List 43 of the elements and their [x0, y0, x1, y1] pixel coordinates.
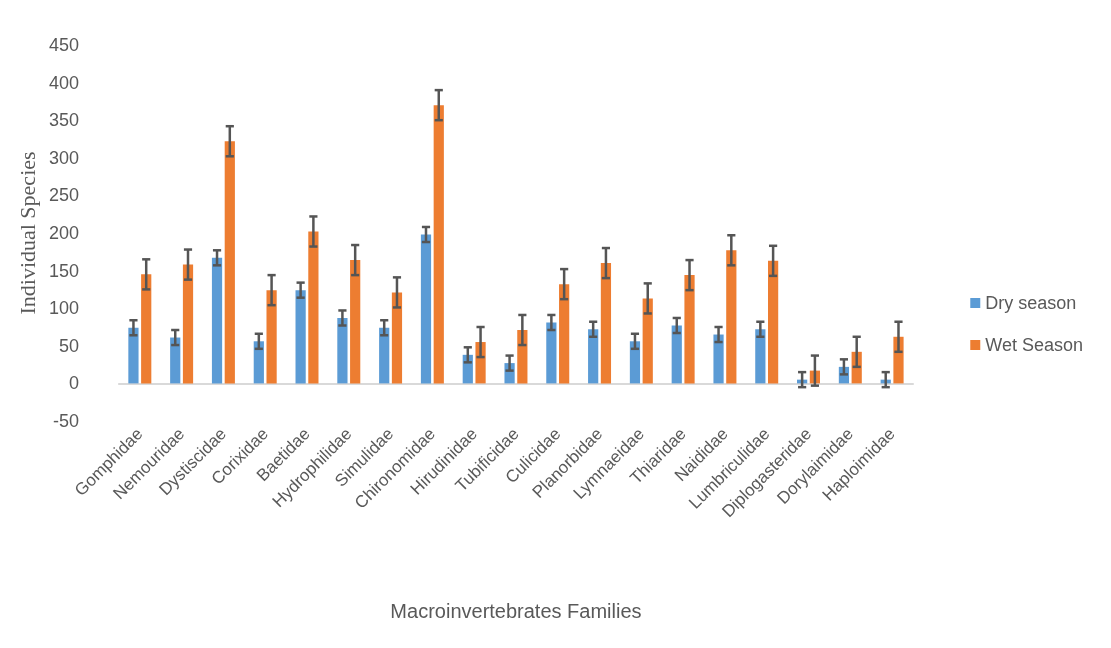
bar: [420, 234, 432, 384]
y-axis-title: Individual Species: [14, 151, 40, 315]
y-tick-label: 450: [48, 35, 79, 55]
y-tick-label: 150: [48, 260, 79, 281]
legend-label: Wet Season: [985, 335, 1084, 355]
bar: [546, 322, 557, 384]
y-tick-label: 200: [48, 223, 79, 243]
bar: [755, 329, 766, 384]
bar: [211, 257, 223, 384]
bar: [559, 284, 570, 384]
legend-label: Dry season: [985, 293, 1077, 313]
y-tick-label: 250: [48, 185, 79, 206]
bar: [141, 274, 152, 384]
bar: [713, 334, 724, 384]
y-tick-label: 350: [48, 110, 79, 131]
y-tick-label: 400: [48, 72, 79, 93]
bar: [308, 231, 319, 384]
y-tick-label: 0: [68, 373, 79, 394]
bar: [629, 341, 641, 384]
bar: [128, 327, 139, 384]
bar: [350, 260, 361, 384]
y-tick-label: 50: [58, 335, 79, 356]
x-axis-title: Macroinvertebrates Families: [390, 600, 642, 622]
bar: [433, 105, 444, 384]
y-tick-label: -50: [52, 411, 79, 431]
bar: [768, 260, 779, 384]
bar: [642, 298, 653, 384]
bar: [600, 263, 612, 384]
bar: [224, 141, 235, 384]
bar: [337, 317, 348, 384]
bar: [391, 292, 403, 384]
bar: [170, 337, 181, 384]
y-tick-label: 300: [48, 147, 79, 168]
bar: [671, 325, 682, 384]
bar: [182, 264, 194, 384]
y-tick-label: 100: [48, 298, 79, 319]
bar: [588, 329, 599, 384]
bar: [295, 290, 306, 384]
bar: [379, 327, 390, 384]
bar: [253, 341, 264, 384]
bar: [266, 290, 277, 384]
bar: [684, 275, 695, 384]
bar: [726, 250, 737, 384]
